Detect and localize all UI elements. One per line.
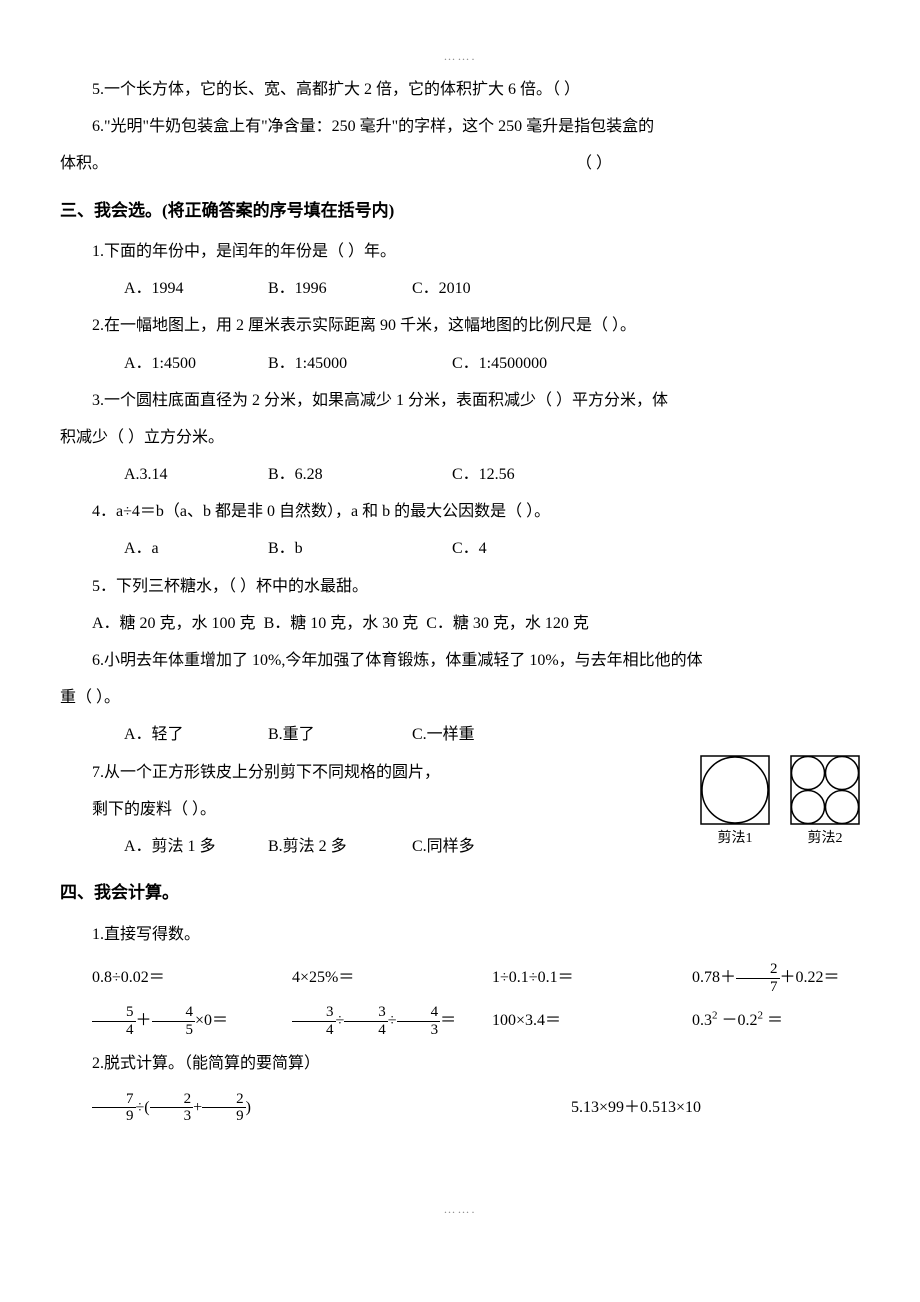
s3-q4-b: B．b bbox=[236, 531, 416, 566]
cut1-svg bbox=[700, 755, 770, 825]
s3-q1-b: B．1996 bbox=[236, 271, 376, 306]
calc-r1-c: 1÷0.1÷0.1＝ bbox=[460, 960, 660, 995]
frac-3-4a: 34 bbox=[292, 1004, 336, 1038]
frac-2-3: 23 bbox=[150, 1091, 194, 1125]
s3-q3-line1: 3.一个圆柱底面直径为 2 分米，如果高减少 1 分米，表面积减少（ ）平方分米… bbox=[60, 383, 860, 418]
calc-row3: 79÷(23+29) 5.13×99＋0.513×10 bbox=[60, 1090, 860, 1125]
calc-r2-c: 100×3.4＝ bbox=[460, 1003, 660, 1038]
s3-q6-line1: 6.小明去年体重增加了 10%,今年加强了体育锻炼，体重减轻了 10%，与去年相… bbox=[60, 643, 860, 678]
s3-q1-choices: A．1994 B．1996 C．2010 bbox=[60, 271, 860, 306]
frac-7-9: 79 bbox=[92, 1091, 136, 1125]
s3-q3-choices: A.3.14 B．6.28 C．12.56 bbox=[60, 457, 860, 492]
cut2-svg bbox=[790, 755, 860, 825]
page-header-dots: ……. bbox=[60, 50, 860, 62]
frac-2-7: 27 bbox=[736, 961, 780, 995]
s3-q6-a: A．轻了 bbox=[92, 717, 232, 752]
bottom-spacer bbox=[60, 1133, 860, 1193]
s3-q5: 5．下列三杯糖水，（ ）杯中的水最甜。 bbox=[60, 569, 860, 604]
cut1-col: 剪法1 bbox=[700, 755, 770, 849]
calc-r1-d-post: ＋0.22＝ bbox=[780, 969, 840, 986]
s4-q1: 1.直接写得数。 bbox=[60, 917, 860, 952]
frac-4-3: 43 bbox=[397, 1004, 441, 1038]
s3-q3-line2: 积减少（ ）立方分米。 bbox=[60, 420, 860, 455]
s3-q3-c: C．12.56 bbox=[420, 457, 560, 492]
s4-q2: 2.脱式计算。（能简算的要简算） bbox=[60, 1046, 860, 1081]
cut2-col: 剪法2 bbox=[790, 755, 860, 849]
s3-q2-b: B．1:45000 bbox=[236, 346, 416, 381]
frac-5-4: 54 bbox=[92, 1004, 136, 1038]
s3-q5-choices: A．糖 20 克，水 100 克 B．糖 10 克，水 30 克 C．糖 30 … bbox=[60, 606, 860, 641]
calc-r2-d: 0.32 －0.22 ＝ bbox=[660, 1003, 860, 1038]
s3-q6-c: C.一样重 bbox=[380, 717, 520, 752]
calc-r1-d-pre: 0.78＋ bbox=[692, 969, 736, 986]
s3-q3-a: A.3.14 bbox=[92, 457, 232, 492]
frac-2-9: 29 bbox=[202, 1091, 246, 1125]
page-footer-dots: ……. bbox=[60, 1203, 860, 1215]
calc-row2: 54＋45×0＝ 34÷34÷43＝ 100×3.4＝ 0.32 －0.22 ＝ bbox=[60, 1003, 860, 1038]
calc-row1: 0.8÷0.02＝ 4×25%＝ 1÷0.1÷0.1＝ 0.78＋27＋0.22… bbox=[60, 960, 860, 995]
s3-q7-c: C.同样多 bbox=[380, 829, 520, 864]
s3-q6-choices: A．轻了 B.重了 C.一样重 bbox=[60, 717, 860, 752]
judge-q6-line1: 6."光明"牛奶包装盒上有"净含量：250 毫升"的字样，这个 250 毫升是指… bbox=[60, 109, 860, 144]
s3-q4-choices: A．a B．b C．4 bbox=[60, 531, 860, 566]
s3-q4-c: C．4 bbox=[420, 531, 560, 566]
s3-q2-choices: A．1:4500 B．1:45000 C．1:4500000 bbox=[60, 346, 860, 381]
s3-q1: 1.下面的年份中，是闰年的年份是（ ）年。 bbox=[60, 234, 860, 269]
judge-q6-line2: 体积。 （ ） bbox=[60, 146, 860, 181]
cut-figures: 剪法1 剪法2 bbox=[700, 755, 860, 849]
s3-q5-a: A．糖 20 克，水 100 克 bbox=[92, 615, 256, 632]
s3-q6-b: B.重了 bbox=[236, 717, 376, 752]
section4-title: 四、我会计算。 bbox=[60, 874, 860, 911]
s3-q2-a: A．1:4500 bbox=[92, 346, 232, 381]
s3-q2: 2.在一幅地图上，用 2 厘米表示实际距离 90 千米，这幅地图的比例尺是（ ）… bbox=[60, 308, 860, 343]
s3-q2-c: C．1:4500000 bbox=[420, 346, 560, 381]
s3-q6-line2: 重（ ）。 bbox=[60, 680, 860, 715]
judge-q5: 5.一个长方体，它的长、宽、高都扩大 2 倍，它的体积扩大 6 倍。（ ） bbox=[60, 72, 860, 107]
s3-q7-b: B.剪法 2 多 bbox=[236, 829, 376, 864]
s3-q7-wrap: 7.从一个正方形铁皮上分别剪下不同规格的圆片， 剩下的废料（ ）。 A．剪法 1… bbox=[60, 755, 860, 865]
calc-r1-b: 4×25%＝ bbox=[260, 960, 460, 995]
judge-q6-paren: （ ） bbox=[576, 155, 612, 172]
s3-q7-a: A．剪法 1 多 bbox=[92, 829, 232, 864]
calc-r2-b: 34÷34÷43＝ bbox=[260, 1003, 460, 1038]
cut1-label: 剪法1 bbox=[718, 829, 753, 849]
calc-r1-a: 0.8÷0.02＝ bbox=[60, 960, 260, 995]
judge-q6-left: 体积。 bbox=[60, 155, 108, 172]
calc-r3-b: 5.13×99＋0.513×10 bbox=[380, 1090, 860, 1125]
s3-q4-a: A．a bbox=[92, 531, 232, 566]
s3-q3-b: B．6.28 bbox=[236, 457, 416, 492]
s3-q5-b: B．糖 10 克，水 30 克 bbox=[264, 615, 419, 632]
s3-q1-c: C．2010 bbox=[380, 271, 520, 306]
s3-q4: 4．a÷4＝b（a、b 都是非 0 自然数），a 和 b 的最大公因数是（ ）。 bbox=[60, 494, 860, 529]
section3-title: 三、我会选。(将正确答案的序号填在括号内) bbox=[60, 192, 860, 229]
s3-q5-c: C．糖 30 克，水 120 克 bbox=[426, 615, 589, 632]
calc-r1-d: 0.78＋27＋0.22＝ bbox=[660, 960, 860, 995]
calc-r2-a: 54＋45×0＝ bbox=[60, 1003, 260, 1038]
calc-r3-a: 79÷(23+29) bbox=[60, 1090, 380, 1125]
frac-3-4b: 34 bbox=[344, 1004, 388, 1038]
cut2-label: 剪法2 bbox=[808, 829, 843, 849]
s3-q1-a: A．1994 bbox=[92, 271, 232, 306]
frac-4-5: 45 bbox=[152, 1004, 196, 1038]
